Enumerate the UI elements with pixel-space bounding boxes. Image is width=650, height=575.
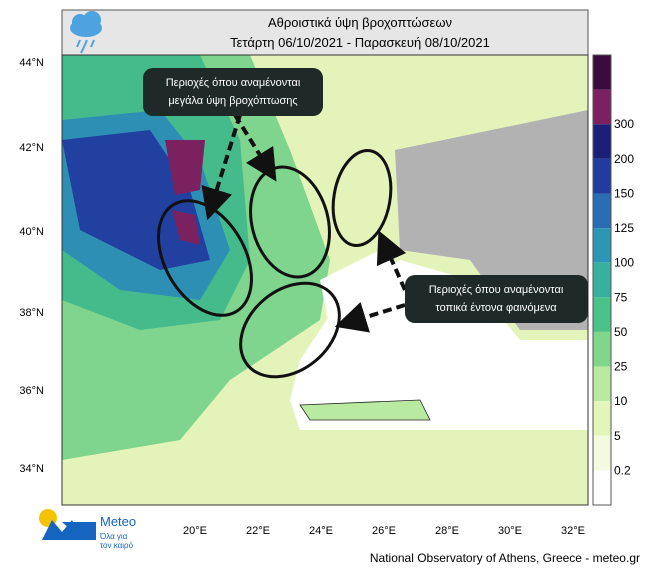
annotation-text: Περιοχές όπου αναμένονται: [166, 77, 301, 89]
colorbar-segment: [593, 124, 611, 159]
colorbar: 300 200 150 125 100 75 50 25 10 5 0.2: [592, 54, 634, 506]
colorbar-label: 125: [614, 221, 634, 235]
colorbar-segment: [593, 435, 611, 471]
colorbar-segment: [593, 158, 611, 194]
lat-label: 34°N: [19, 463, 44, 475]
lon-label: 24°E: [309, 525, 333, 537]
logo-tagline: τον καιρό: [100, 541, 134, 550]
lat-labels: 44°N 42°N 40°N 38°N 36°N 34°N: [19, 57, 44, 475]
annotation-box: [143, 68, 323, 116]
lon-labels: 20°E 22°E 24°E 26°E 28°E 30°E 32°E: [183, 525, 585, 537]
lon-label: 20°E: [183, 525, 207, 537]
lat-label: 42°N: [19, 142, 44, 154]
annotation-text: Περιοχές όπου αναμένονται: [429, 284, 564, 296]
logo: [39, 509, 96, 540]
lat-label: 38°N: [19, 307, 44, 319]
colorbar-label: 25: [614, 360, 628, 374]
lon-label: 32°E: [561, 525, 585, 537]
colorbar-label: 100: [614, 256, 634, 270]
colorbar-segment: [593, 366, 611, 402]
colorbar-label: 50: [614, 325, 628, 339]
lon-label: 22°E: [246, 525, 270, 537]
lat-label: 36°N: [19, 385, 44, 397]
lon-label: 30°E: [498, 525, 522, 537]
title: Αθροιστικά ύψη βροχοπτώσεων: [268, 15, 452, 30]
colorbar-label: 5: [614, 429, 621, 443]
colorbar-segment: [593, 331, 611, 367]
title-box: [61, 9, 589, 56]
colorbar-label: 200: [614, 152, 634, 166]
lat-label: 44°N: [19, 57, 44, 69]
annotation-text: μεγάλα ύψη βροχόπτωσης: [168, 95, 297, 107]
map-frame: [61, 54, 589, 506]
colorbar-frame: [592, 54, 612, 506]
subtitle: Τετάρτη 06/10/2021 - Παρασκευή 08/10/202…: [230, 35, 490, 50]
annotation-text: τοπικά έντονα φαινόμενα: [435, 302, 557, 314]
logo-name: Meteo: [100, 514, 136, 529]
lon-label: 26°E: [372, 525, 396, 537]
colorbar-label: 75: [614, 290, 628, 304]
logo-tagline: Όλα για: [99, 532, 128, 541]
colorbar-segment: [593, 297, 611, 332]
colorbar-label: 150: [614, 186, 634, 200]
colorbar-label: 300: [614, 117, 634, 131]
cloud-icon: [70, 11, 102, 54]
lon-label: 28°E: [435, 525, 459, 537]
colorbar-segment: [593, 470, 611, 505]
arrows: [201, 113, 407, 333]
colorbar-segment: [593, 401, 611, 436]
colorbar-segment: [593, 193, 611, 229]
annotation-box: [405, 275, 588, 323]
colorbar-label: 10: [614, 394, 628, 408]
colorbar-segment: [593, 89, 611, 125]
colorbar-segment: [593, 55, 611, 90]
colorbar-segment: [593, 262, 611, 298]
footer-credit: National Observatory of Athens, Greece -…: [370, 551, 640, 565]
lat-label: 40°N: [19, 226, 44, 238]
colorbar-segment: [593, 228, 611, 263]
colorbar-label: 0.2: [614, 463, 631, 477]
